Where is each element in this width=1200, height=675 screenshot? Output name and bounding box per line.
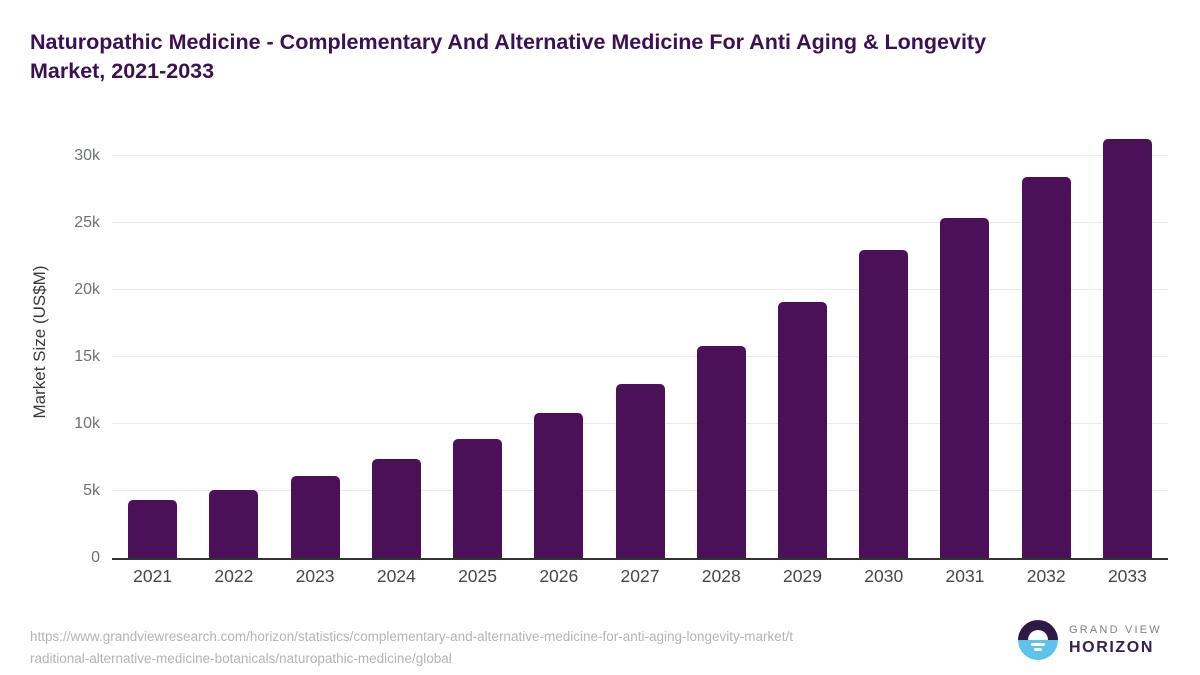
bar-2033: [1102, 139, 1152, 558]
bar-2021: [128, 500, 178, 558]
bar-2022: [209, 490, 259, 558]
bar-cell: [356, 459, 437, 558]
x-tick-label: 2023: [295, 566, 335, 586]
x-tick-label: 2028: [701, 566, 741, 586]
chart-title: Naturopathic Medicine - Complementary An…: [30, 28, 1180, 86]
bar-2027: [615, 384, 665, 558]
x-tick-label: 2021: [133, 566, 173, 586]
plot-area: [112, 120, 1168, 560]
gridline: [112, 222, 1168, 223]
chart-title-line-2: Market, 2021-2033: [30, 59, 215, 83]
bar-cell: [274, 476, 355, 558]
x-tick-label: 2025: [458, 566, 498, 586]
bar-cell: [112, 500, 193, 558]
bar-2026: [534, 413, 584, 558]
x-tick-label: 2022: [214, 566, 254, 586]
bar-cell: [1087, 139, 1168, 558]
x-tick-label: 2030: [864, 566, 904, 586]
source-url-line-1: https://www.grandviewresearch.com/horizo…: [30, 629, 794, 644]
bar-cell: [843, 250, 924, 558]
source-url: https://www.grandviewresearch.com/horizo…: [30, 626, 793, 670]
reflection-line-1: [1031, 643, 1045, 646]
bar-2029: [777, 302, 827, 558]
bar-2028: [696, 346, 746, 558]
grand-view-horizon-logo: GRAND VIEW HORIZON: [1018, 620, 1162, 660]
logo-wordmark: GRAND VIEW HORIZON: [1069, 624, 1162, 657]
bar-series: [112, 120, 1168, 558]
logo-product-name: HORIZON: [1069, 638, 1154, 656]
x-axis-labels: 2021 2022 2023 2024 2025 2026 2027 2028 2029 2030…: [112, 566, 1168, 587]
bar-cell: [599, 384, 680, 558]
x-tick-label: 2027: [620, 566, 660, 586]
bar-cell: [681, 346, 762, 558]
logo-brand-name: GRAND VIEW: [1069, 623, 1162, 636]
source-url-line-2: raditional-alternative-medicine-botanica…: [30, 651, 452, 666]
x-tick-label: 2031: [945, 566, 985, 586]
x-tick-label: 2033: [1107, 566, 1147, 586]
bar-cell: [437, 439, 518, 558]
bar-cell: [762, 302, 843, 558]
y-tick-label: 5k: [83, 482, 100, 499]
y-tick-label: 30k: [74, 147, 100, 164]
x-tick-label: 2026: [539, 566, 579, 586]
bar-2023: [290, 476, 340, 558]
bar-cell: [1006, 177, 1087, 558]
gridline: [112, 289, 1168, 290]
y-tick-label: 0: [91, 549, 100, 566]
gridline: [112, 356, 1168, 357]
x-tick-label: 2024: [376, 566, 416, 586]
gridline: [112, 155, 1168, 156]
reflection-line-2: [1034, 648, 1042, 651]
y-tick-label: 15k: [74, 348, 100, 365]
y-tick-label: 25k: [74, 214, 100, 231]
bar-2024: [371, 459, 421, 558]
bar-2030: [859, 250, 909, 558]
y-axis-ticks: 0 5k 10k 15k 20k 25k 30k: [0, 120, 100, 566]
x-tick-label: 2032: [1026, 566, 1066, 586]
bar-cell: [193, 490, 274, 558]
chart-title-line-1: Naturopathic Medicine - Complementary An…: [30, 30, 987, 54]
bar-cell: [924, 218, 1005, 558]
horizon-sunset-icon: [1018, 620, 1058, 660]
bar-2031: [940, 218, 990, 558]
y-tick-label: 10k: [74, 415, 100, 432]
x-tick-label: 2029: [783, 566, 822, 586]
sun-dome-shape: [1028, 630, 1048, 640]
bar-cell: [518, 413, 599, 558]
bar-2025: [453, 439, 503, 558]
y-tick-label: 20k: [74, 281, 100, 298]
bar-2032: [1021, 177, 1071, 558]
